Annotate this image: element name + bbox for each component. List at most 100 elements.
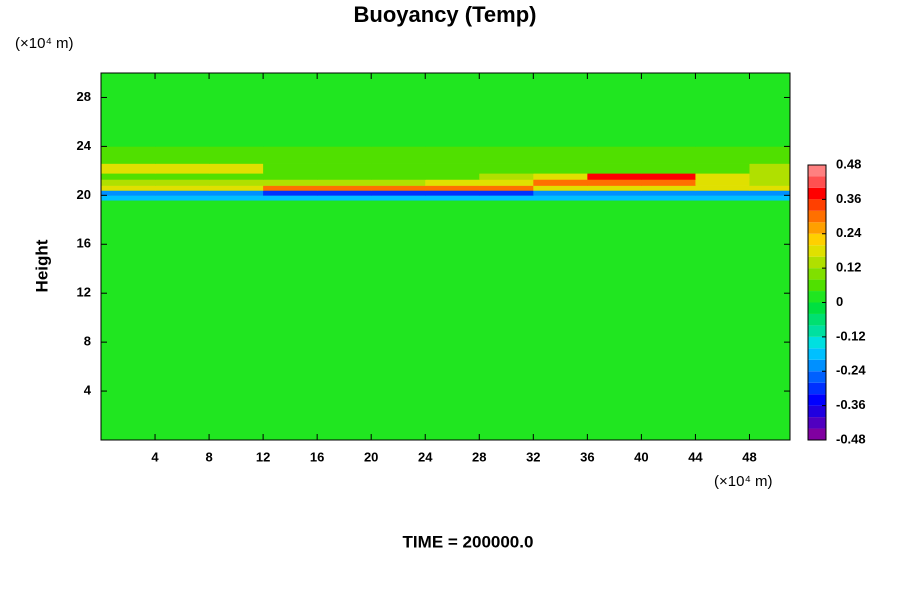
heat-cell — [533, 146, 588, 164]
colorbar-cell — [808, 348, 826, 360]
heat-cell — [317, 195, 372, 201]
x-unit: (×10⁴ m) — [714, 473, 773, 490]
x-tick-label: 40 — [634, 449, 648, 464]
heat-cell — [209, 73, 264, 147]
heat-cell — [263, 73, 318, 147]
x-tick-label: 48 — [742, 449, 756, 464]
colorbar-label: 0 — [836, 294, 843, 309]
heat-cell — [101, 73, 156, 147]
heat-cell — [425, 146, 480, 164]
heat-cell — [155, 195, 210, 201]
colorbar-cell — [808, 371, 826, 383]
heat-cell — [533, 195, 588, 201]
heat-cell — [155, 73, 210, 147]
heat-cell — [641, 163, 696, 174]
x-tick-label: 24 — [418, 449, 433, 464]
heat-cell — [479, 195, 534, 201]
heat-cell — [587, 179, 642, 186]
heat-cell — [695, 163, 750, 174]
heat-cell — [155, 163, 210, 174]
colorbar-cell — [808, 405, 826, 418]
colorbar-cell — [808, 176, 826, 188]
heat-cell — [317, 200, 372, 441]
heat-cell — [695, 200, 750, 441]
heat-cell — [641, 195, 696, 201]
heat-cell — [641, 200, 696, 441]
heat-cell — [371, 179, 426, 186]
colorbar-cell — [808, 256, 826, 269]
heat-cell — [479, 173, 534, 180]
x-tick-label: 4 — [151, 449, 159, 464]
heat-cell — [155, 200, 210, 441]
x-tick-label: 16 — [310, 449, 324, 464]
heat-cell — [263, 190, 318, 196]
y-unit: (×10⁴ m) — [15, 35, 74, 52]
colorbar-label: -0.48 — [836, 431, 866, 446]
heat-cell — [587, 173, 642, 180]
heat-cell — [533, 185, 588, 191]
x-tick-label: 28 — [472, 449, 486, 464]
heat-cell — [155, 179, 210, 186]
heat-cell — [425, 195, 480, 201]
colorbar-cell — [808, 245, 826, 257]
heat-cell — [533, 190, 588, 196]
heat-cell — [263, 179, 318, 186]
heat-cell — [263, 185, 318, 191]
y-tick-label: 28 — [77, 89, 91, 104]
heat-cell — [155, 185, 210, 191]
heat-cell — [371, 185, 426, 191]
colorbar-cell — [808, 313, 826, 326]
colorbar-label: 0.48 — [836, 156, 861, 171]
colorbar-cell — [808, 279, 826, 292]
heat-cell — [101, 195, 156, 201]
y-tick-label: 12 — [77, 285, 91, 300]
heat-cell — [155, 146, 210, 164]
heat-cell — [101, 185, 156, 191]
heat-cell — [209, 146, 264, 164]
heat-cell — [317, 185, 372, 191]
heat-cell — [641, 179, 696, 186]
chart-title: Buoyancy (Temp) — [354, 2, 537, 27]
heat-cell — [317, 163, 372, 174]
colorbar-cell — [808, 302, 826, 314]
heat-cell — [749, 190, 791, 196]
heat-cell — [101, 179, 156, 186]
heat-cell — [641, 73, 696, 147]
y-tick-label: 16 — [77, 236, 91, 251]
heat-cell — [371, 190, 426, 196]
colorbar-label: -0.12 — [836, 328, 866, 343]
heat-cell — [155, 190, 210, 196]
heat-cell — [533, 163, 588, 174]
colorbar-cell — [808, 291, 826, 303]
heat-cell — [695, 146, 750, 164]
heat-cell — [641, 185, 696, 191]
heat-cell — [479, 163, 534, 174]
heat-cell — [641, 173, 696, 180]
heat-cell — [695, 185, 750, 191]
heat-cell — [749, 185, 791, 191]
heat-cell — [479, 146, 534, 164]
x-tick-label: 20 — [364, 449, 378, 464]
colorbar-cell — [808, 394, 826, 406]
heat-cell — [425, 179, 480, 186]
x-tick-label: 8 — [205, 449, 212, 464]
heat-cell — [587, 200, 642, 441]
colorbar-cell — [808, 359, 826, 372]
heat-cell — [101, 163, 156, 174]
heat-cell — [371, 173, 426, 180]
colorbar-cell — [808, 428, 826, 440]
x-tick-label: 36 — [580, 449, 594, 464]
heat-cell — [533, 179, 588, 186]
colorbar-cell — [808, 210, 826, 223]
heat-cell — [749, 200, 791, 441]
colorbar-cell — [808, 233, 826, 246]
heat-cell — [425, 200, 480, 441]
colorbar-cell — [808, 165, 826, 177]
x-tick-label: 44 — [688, 449, 703, 464]
colorbar-cell — [808, 222, 826, 234]
annotation: TIME = 200000.0 — [403, 532, 534, 551]
heat-cell — [695, 190, 750, 196]
y-tick-label: 8 — [84, 334, 91, 349]
heat-cell — [479, 200, 534, 441]
